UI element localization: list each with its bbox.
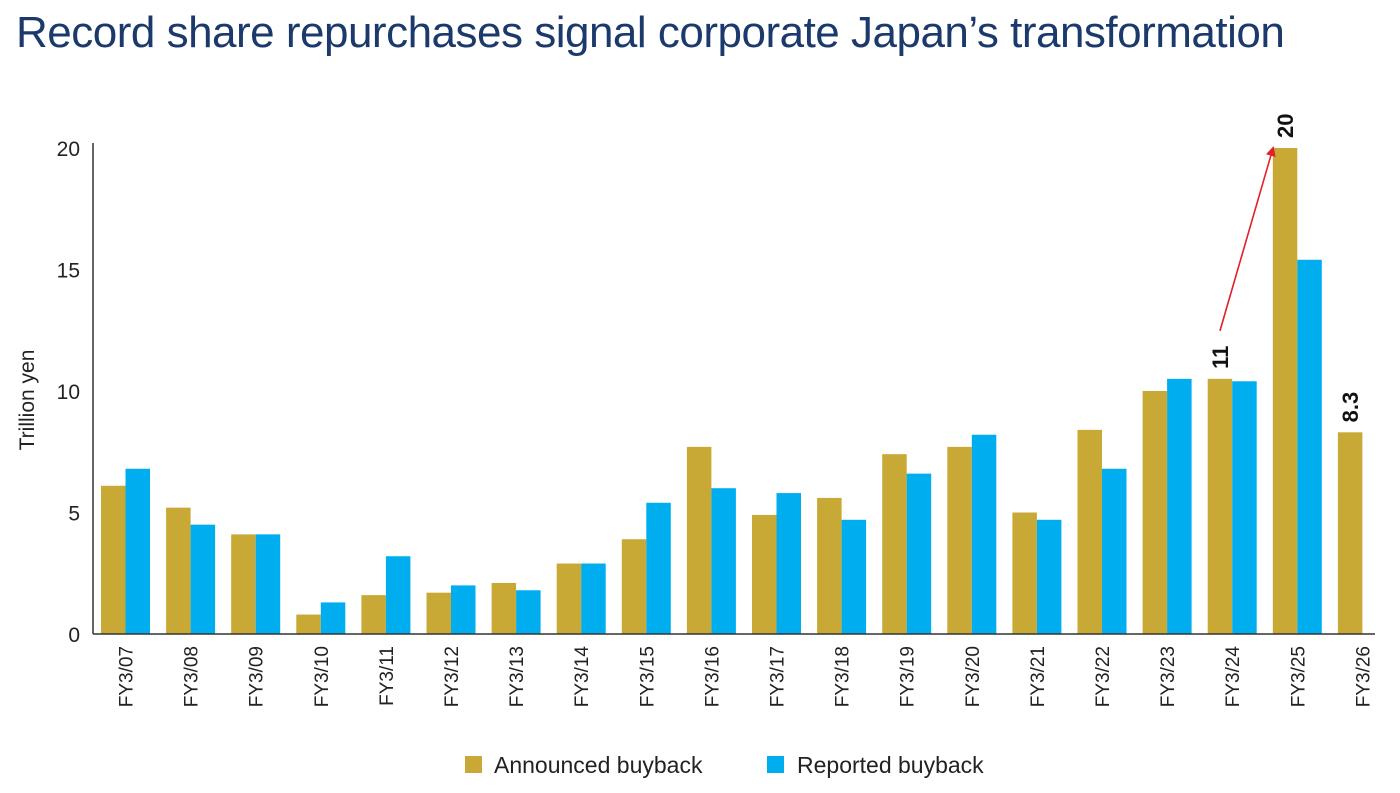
data-label-FY3/26: 8.3 xyxy=(1338,392,1363,423)
x-tick-label: FY3/16 xyxy=(702,646,723,707)
y-tick-label: 15 xyxy=(57,260,80,283)
x-tick-label: FY3/22 xyxy=(1093,646,1114,707)
y-tick-label: 10 xyxy=(57,381,80,404)
bar-announced-FY3/09 xyxy=(231,534,256,634)
bar-announced-FY3/13 xyxy=(491,582,517,634)
bar-announced-FY3/10 xyxy=(296,614,321,634)
x-tick-label: FY3/10 xyxy=(312,646,333,707)
bar-announced-FY3/16 xyxy=(686,446,712,634)
bar-announced-FY3/21 xyxy=(1012,512,1037,634)
bar-announced-FY3/17 xyxy=(752,514,777,634)
bar-reported-FY3/19 xyxy=(906,473,932,634)
bar-reported-FY3/12 xyxy=(451,585,476,634)
bar-announced-FY3/25 xyxy=(1272,148,1298,634)
bar-announced-FY3/20 xyxy=(947,446,972,634)
y-tick-label: 0 xyxy=(68,624,80,647)
x-tick-label: FY3/23 xyxy=(1158,646,1179,707)
legend: Announced buyback Reported buyback xyxy=(465,752,984,778)
bar-reported-FY3/20 xyxy=(971,434,997,634)
legend-label-announced: Announced buyback xyxy=(494,752,703,778)
legend-swatch-announced xyxy=(465,756,482,773)
bar-reported-FY3/16 xyxy=(711,488,736,634)
bar-reported-FY3/08 xyxy=(190,524,216,634)
bar-announced-FY3/11 xyxy=(361,595,386,634)
y-axis-title: Trillion yen xyxy=(16,350,39,451)
x-tick-label: FY3/07 xyxy=(117,646,138,707)
page-title: Record share repurchases signal corporat… xyxy=(16,8,1285,57)
x-tick-label: FY3/26 xyxy=(1353,646,1374,707)
bar-announced-FY3/12 xyxy=(426,592,451,634)
x-tick-label: FY3/14 xyxy=(572,646,593,708)
x-tick-label: FY3/24 xyxy=(1223,646,1244,708)
data-label-FY3/25: 20 xyxy=(1273,114,1298,138)
x-tick-label: FY3/18 xyxy=(833,646,854,707)
bar-announced-FY3/24 xyxy=(1207,378,1233,634)
x-tick-label: FY3/17 xyxy=(768,646,789,707)
bar-announced-FY3/15 xyxy=(621,539,647,634)
x-tick-label: FY3/08 xyxy=(182,646,203,707)
x-tick-label: FY3/11 xyxy=(377,646,398,706)
bar-announced-FY3/19 xyxy=(882,454,907,634)
bar-reported-FY3/21 xyxy=(1036,519,1062,634)
x-tick-label: FY3/25 xyxy=(1288,646,1309,707)
bar-reported-FY3/09 xyxy=(255,534,281,634)
x-tick-label: FY3/15 xyxy=(637,646,658,707)
bar-reported-FY3/07 xyxy=(125,468,150,634)
bar-announced-FY3/14 xyxy=(556,563,582,634)
data-label-FY3/24: 11 xyxy=(1208,346,1233,369)
bar-announced-FY3/08 xyxy=(166,507,191,634)
x-tick-label: FY3/13 xyxy=(507,646,528,707)
bar-reported-FY3/10 xyxy=(320,602,346,634)
bars-layer xyxy=(101,148,1363,634)
bar-announced-FY3/23 xyxy=(1142,391,1168,634)
trend-arrow xyxy=(1219,146,1276,332)
legend-swatch-reported xyxy=(767,756,784,773)
x-tick-labels: FY3/07 FY3/08 FY3/09 FY3/10 FY3/11 FY3/12 FY3/… xyxy=(117,646,1375,708)
bar-reported-FY3/24 xyxy=(1232,381,1257,634)
annotations-layer: 11 20 8.3 xyxy=(1208,114,1363,423)
bar-announced-FY3/26 xyxy=(1337,432,1363,634)
x-tick-label: FY3/12 xyxy=(442,646,463,707)
bar-reported-FY3/23 xyxy=(1167,378,1192,634)
bar-announced-FY3/22 xyxy=(1077,429,1102,634)
y-tick-label: 5 xyxy=(68,503,80,526)
y-tick-label: 20 xyxy=(57,138,80,161)
bar-announced-FY3/07 xyxy=(101,485,126,634)
bar-reported-FY3/22 xyxy=(1102,468,1127,634)
bar-reported-FY3/13 xyxy=(516,590,541,634)
x-tick-label: FY3/19 xyxy=(898,646,919,707)
bar-reported-FY3/18 xyxy=(841,519,867,634)
bar-reported-FY3/17 xyxy=(776,493,801,634)
y-tick-labels: 0 5 10 15 20 xyxy=(57,138,80,647)
x-tick-label: FY3/21 xyxy=(1028,646,1049,707)
bar-reported-FY3/14 xyxy=(581,563,606,634)
bar-reported-FY3/25 xyxy=(1297,259,1322,634)
bar-reported-FY3/11 xyxy=(385,556,411,634)
legend-label-reported: Reported buyback xyxy=(797,752,984,778)
x-tick-label: FY3/20 xyxy=(963,646,984,707)
x-tick-label: FY3/09 xyxy=(247,646,268,707)
bar-reported-FY3/15 xyxy=(646,502,671,634)
bar-announced-FY3/18 xyxy=(817,497,842,634)
